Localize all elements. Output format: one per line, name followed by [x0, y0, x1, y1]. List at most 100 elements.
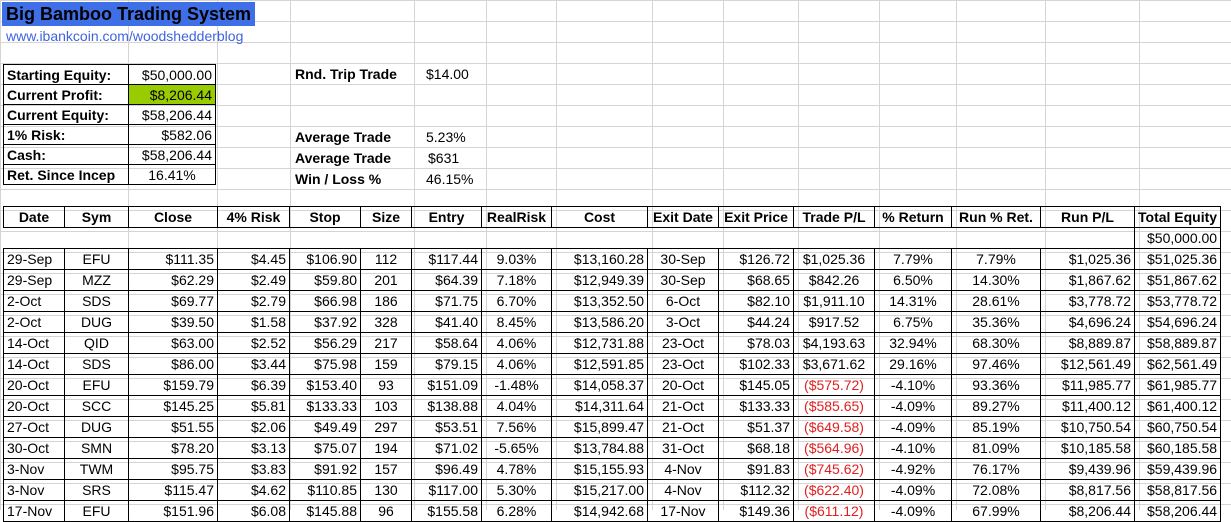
trade-cell[interactable]: $68.18: [718, 437, 794, 459]
trade-cell[interactable]: 7.79%: [874, 248, 952, 270]
win-loss-value[interactable]: 46.15%: [426, 171, 474, 187]
trade-cell[interactable]: $117.44: [411, 248, 482, 270]
trade-cell[interactable]: $5.81: [217, 395, 290, 417]
trade-cell[interactable]: $1,867.62: [1040, 269, 1135, 291]
trade-cell[interactable]: $102.33: [718, 353, 794, 375]
trade-cell[interactable]: 194: [360, 437, 412, 459]
trade-cell[interactable]: SMN: [64, 437, 129, 459]
trade-cell[interactable]: $111.35: [128, 248, 218, 270]
column-header[interactable]: Run P/L: [1040, 206, 1135, 228]
trade-cell[interactable]: $159.79: [128, 374, 218, 396]
trade-cell[interactable]: 68.30%: [951, 332, 1041, 354]
trade-cell[interactable]: -4.10%: [874, 374, 952, 396]
trade-cell[interactable]: $9,439.96: [1040, 458, 1135, 480]
trade-cell[interactable]: SDS: [64, 290, 129, 312]
trade-cell[interactable]: $8,206.44: [1040, 500, 1135, 522]
sheet-title[interactable]: Big Bamboo Trading System: [2, 2, 256, 26]
trade-cell[interactable]: $155.58: [411, 500, 482, 522]
column-header[interactable]: 4% Risk: [217, 206, 290, 228]
trade-cell[interactable]: $91.92: [289, 458, 361, 480]
trade-cell[interactable]: $145.05: [718, 374, 794, 396]
column-header[interactable]: Date: [3, 206, 65, 228]
trade-cell[interactable]: DUG: [64, 416, 129, 438]
trade-cell[interactable]: $53.51: [411, 416, 482, 438]
trade-cell[interactable]: ($611.12): [793, 500, 875, 522]
trade-cell[interactable]: 4.06%: [481, 332, 552, 354]
trade-cell[interactable]: $145.25: [128, 395, 218, 417]
trade-cell[interactable]: $8,889.87: [1040, 332, 1135, 354]
trade-cell[interactable]: $112.32: [718, 479, 794, 501]
trade-cell[interactable]: SCC: [64, 395, 129, 417]
win-loss-label[interactable]: Win / Loss %: [295, 171, 382, 187]
trade-cell[interactable]: $917.52: [793, 311, 875, 333]
trade-cell[interactable]: $145.88: [289, 500, 361, 522]
trade-cell[interactable]: ($622.40): [793, 479, 875, 501]
trade-cell[interactable]: $62,561.49: [1133, 353, 1222, 375]
trade-cell[interactable]: 23-Oct: [647, 332, 719, 354]
round-trip-label[interactable]: Rnd. Trip Trade: [295, 66, 397, 82]
round-trip-value[interactable]: $14.00: [426, 66, 469, 82]
trade-cell[interactable]: $75.98: [289, 353, 361, 375]
trade-cell[interactable]: $78.20: [128, 437, 218, 459]
trade-cell[interactable]: 93: [360, 374, 412, 396]
trade-cell[interactable]: $12,949.39: [551, 269, 648, 291]
trade-cell[interactable]: $10,185.58: [1040, 437, 1135, 459]
trade-cell[interactable]: $63.00: [128, 332, 218, 354]
trade-cell[interactable]: 9.03%: [481, 248, 552, 270]
trade-cell[interactable]: $69.77: [128, 290, 218, 312]
summary-label[interactable]: 1% Risk:: [3, 124, 129, 145]
trade-cell[interactable]: 4-Nov: [647, 479, 719, 501]
trade-cell[interactable]: $3.44: [217, 353, 290, 375]
trade-cell[interactable]: $58,889.87: [1133, 332, 1222, 354]
trade-cell[interactable]: $61,400.12: [1133, 395, 1222, 417]
trade-cell[interactable]: $4.45: [217, 248, 290, 270]
trade-cell[interactable]: -4.09%: [874, 416, 952, 438]
column-header[interactable]: Entry: [411, 206, 482, 228]
blog-link[interactable]: www.ibankcoin.com/woodshedderblog: [6, 28, 244, 44]
summary-value[interactable]: $58,206.44: [128, 144, 216, 165]
trade-cell[interactable]: 32.94%: [874, 332, 952, 354]
trade-cell[interactable]: $3,778.72: [1040, 290, 1135, 312]
trade-cell[interactable]: 81.09%: [951, 437, 1041, 459]
trade-cell[interactable]: TWM: [64, 458, 129, 480]
trade-cell[interactable]: 297: [360, 416, 412, 438]
trade-cell[interactable]: 7.56%: [481, 416, 552, 438]
trade-cell[interactable]: 6.75%: [874, 311, 952, 333]
trade-cell[interactable]: 17-Nov: [647, 500, 719, 522]
trade-cell[interactable]: 93.36%: [951, 374, 1041, 396]
trade-cell[interactable]: $110.85: [289, 479, 361, 501]
summary-value[interactable]: $50,000.00: [128, 64, 216, 85]
trade-cell[interactable]: -5.65%: [481, 437, 552, 459]
trade-cell[interactable]: $12,731.88: [551, 332, 648, 354]
trade-cell[interactable]: 103: [360, 395, 412, 417]
column-header[interactable]: Run % Ret.: [951, 206, 1041, 228]
trade-cell[interactable]: $53,778.72: [1133, 290, 1222, 312]
summary-value[interactable]: 16.41%: [128, 164, 216, 185]
trade-cell[interactable]: 89.27%: [951, 395, 1041, 417]
trade-cell[interactable]: 29-Sep: [3, 269, 65, 291]
trade-cell[interactable]: $58,817.56: [1133, 479, 1222, 501]
trade-cell[interactable]: 76.17%: [951, 458, 1041, 480]
trade-cell[interactable]: $14,311.64: [551, 395, 648, 417]
summary-label[interactable]: Current Profit:: [3, 84, 129, 105]
trade-cell[interactable]: 29-Sep: [3, 248, 65, 270]
trade-cell[interactable]: $54,696.24: [1133, 311, 1222, 333]
trade-cell[interactable]: $1,025.36: [1040, 248, 1135, 270]
trade-cell[interactable]: 112: [360, 248, 412, 270]
trade-cell[interactable]: 67.99%: [951, 500, 1041, 522]
trade-cell[interactable]: $60,185.58: [1133, 437, 1222, 459]
trade-cell[interactable]: $151.09: [411, 374, 482, 396]
trade-cell[interactable]: $3.83: [217, 458, 290, 480]
trade-cell[interactable]: 2-Oct: [3, 290, 65, 312]
column-header[interactable]: Trade P/L: [793, 206, 875, 228]
trade-cell[interactable]: $39.50: [128, 311, 218, 333]
trade-cell[interactable]: $4,193.63: [793, 332, 875, 354]
trade-cell[interactable]: $842.26: [793, 269, 875, 291]
trade-cell[interactable]: 23-Oct: [647, 353, 719, 375]
trade-cell[interactable]: $149.36: [718, 500, 794, 522]
trade-cell[interactable]: $126.72: [718, 248, 794, 270]
trade-cell[interactable]: EFU: [64, 500, 129, 522]
trade-cell[interactable]: 14.30%: [951, 269, 1041, 291]
trade-cell[interactable]: 8.45%: [481, 311, 552, 333]
trade-cell[interactable]: 21-Oct: [647, 416, 719, 438]
